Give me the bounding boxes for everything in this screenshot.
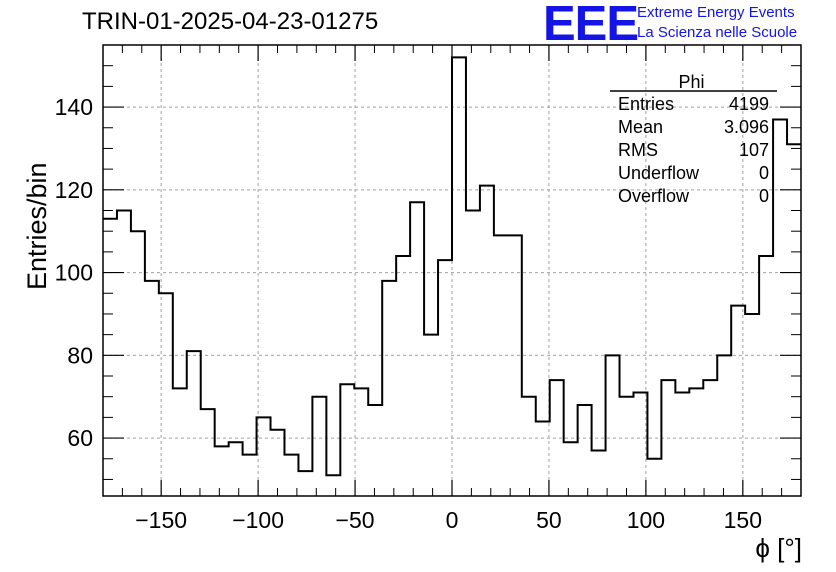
x-tick-label: 0 [446, 507, 459, 533]
stats-row-value: 4199 [729, 94, 769, 114]
y-tick-label: 140 [55, 94, 93, 120]
stats-row-label: Mean [618, 117, 663, 137]
stats-row-value: 0 [759, 186, 769, 206]
histogram-line [103, 56, 801, 477]
y-tick-label: 60 [67, 425, 93, 451]
x-tick-label: 100 [627, 507, 665, 533]
stats-row-value: 0 [759, 163, 769, 183]
logo-subtitle-2: La Scienza nelle Scuole [637, 24, 798, 41]
y-tick-label: 80 [67, 342, 93, 368]
tick-labels: −150 −100 −50 0 50 100 150 60 80 100 120 140 [55, 94, 762, 533]
x-axis-label: ϕ [°] [755, 533, 802, 563]
x-tick-label: −150 [135, 507, 187, 533]
eee-logo: EEE [543, 0, 639, 51]
stats-row-label: Overflow [618, 186, 690, 206]
plot-frame [102, 44, 802, 497]
stats-title: Phi [678, 72, 704, 92]
stats-row-value: 3.096 [724, 117, 769, 137]
chart-title: TRIN-01-2025-04-23-01275 [82, 8, 379, 35]
stats-row-label: Entries [618, 94, 674, 114]
y-tick-label: 100 [55, 260, 93, 286]
stats-row-value: 107 [739, 140, 769, 160]
stats-row-label: Underflow [618, 163, 700, 183]
x-tick-label: −50 [336, 507, 375, 533]
x-tick-label: 150 [724, 507, 762, 533]
stats-row-label: RMS [618, 140, 658, 160]
x-tick-label: 50 [536, 507, 562, 533]
logo-subtitle-1: Extreme Energy Events [637, 4, 795, 21]
x-tick-label: −100 [232, 507, 284, 533]
y-tick-label: 120 [55, 177, 93, 203]
axis-ticks [102, 44, 802, 496]
